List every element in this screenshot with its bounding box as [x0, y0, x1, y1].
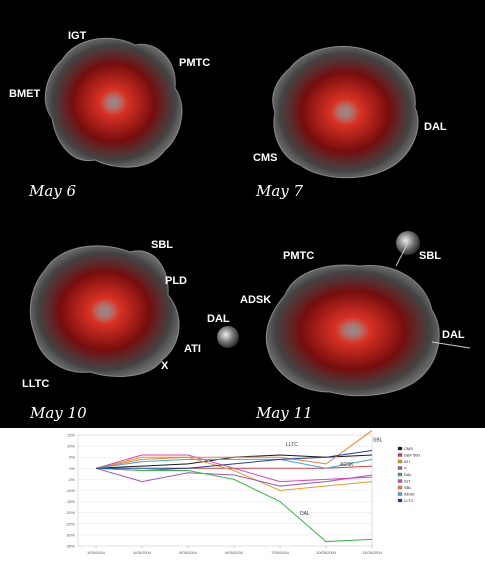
ticker-label: SBL: [151, 239, 173, 251]
legend-swatch: [397, 492, 403, 496]
legend-entry: S&P 500: [404, 453, 420, 458]
series-annotation: SBL: [373, 438, 383, 444]
panel-may-10: SBL PLD DAL ATI X LLTC May 10: [22, 239, 239, 422]
x-tick-label: 3/05/2004: [87, 550, 106, 555]
ticker-label: DAL: [424, 121, 447, 133]
series-annotation: ADSK: [340, 462, 354, 468]
cluster-blob: [29, 245, 180, 377]
ticker-label: BMET: [9, 88, 40, 100]
panel-may-6: IGT PMTC BMET May 6: [9, 30, 210, 200]
panel-date-label: May 6: [28, 182, 77, 200]
chart-grid: [77, 434, 373, 547]
y-tick-label: 5%: [69, 455, 75, 460]
panel-date-label: May 10: [29, 404, 87, 422]
legend-swatch: [397, 453, 403, 457]
cluster-blob: [265, 264, 440, 397]
ticker-label: DAL: [442, 329, 465, 341]
chart-axes: 15% 10% 5% 0% -5% -10% -15% -20% -25% -30% -35% 3/0…: [66, 433, 383, 556]
y-tick-label: -15%: [66, 499, 76, 504]
ticker-label: DAL: [207, 313, 230, 325]
ticker-label: PLD: [165, 275, 187, 287]
chart-annotations: LLTC SBL ADSK DAL: [286, 438, 383, 517]
x-tick-label: 6/05/2004: [225, 550, 244, 555]
outlier-node: [217, 326, 239, 348]
x-tick-label: 7/05/2004: [271, 550, 290, 555]
ticker-label: IGT: [68, 30, 87, 42]
ticker-label: X: [161, 360, 169, 372]
legend-swatch: [397, 472, 403, 477]
line-chart-panel: 15% 10% 5% 0% -5% -10% -15% -20% -25% -30% -35% 3/0…: [0, 428, 485, 561]
x-tick-label: 5/05/2004: [179, 550, 198, 555]
x-tick-label: 11/05/2004: [362, 550, 382, 555]
series-line-lltc: [96, 450, 373, 469]
cluster-blob: [272, 45, 419, 179]
link-line: [431, 341, 471, 349]
y-tick-label: -25%: [66, 521, 76, 526]
series-annotation: DAL: [300, 511, 310, 517]
cluster-visualization-panel: IGT PMTC BMET May 6 DAL CMS May 7 SBL PL…: [0, 0, 485, 428]
legend-swatch: [397, 446, 403, 451]
ticker-label: ADSK: [240, 294, 271, 306]
legend-swatch: [397, 485, 403, 490]
y-tick-label: 10%: [67, 444, 75, 449]
y-tick-label: -35%: [66, 544, 76, 549]
cluster-blob: [44, 37, 183, 168]
ticker-label: LLTC: [22, 378, 49, 390]
ticker-label: SBL: [419, 250, 441, 262]
series-line-igt: [95, 454, 373, 483]
ticker-label: CMS: [253, 152, 277, 164]
series-annotation: LLTC: [286, 442, 298, 448]
series-line-dal: [95, 467, 373, 543]
legend-swatch: [397, 459, 403, 464]
legend-entry: ADSK: [404, 492, 415, 497]
legend-entry: LLTC: [404, 498, 414, 503]
legend-entry: IGT: [404, 479, 411, 484]
y-tick-label: 15%: [67, 433, 75, 438]
y-tick-label: -5%: [68, 477, 76, 482]
ticker-label: PMTC: [283, 250, 314, 262]
x-tick-label: 4/05/2004: [133, 550, 152, 555]
panel-date-label: May 7: [255, 182, 304, 200]
legend-entry: ATI: [404, 459, 410, 464]
series-line-x: [95, 467, 373, 487]
chart-series: [95, 430, 373, 543]
stock-line-chart: 15% 10% 5% 0% -5% -10% -15% -20% -25% -30% -35% 3/0…: [66, 430, 420, 556]
legend-entry: X: [404, 466, 407, 471]
ticker-label: ATI: [184, 343, 201, 355]
series-line-sbl: [95, 430, 373, 469]
y-tick-label: -20%: [66, 510, 76, 515]
panel-date-label: May 11: [255, 404, 313, 422]
series-line-adsk: [95, 458, 373, 469]
y-tick-label: -10%: [66, 488, 76, 493]
series-line-ati: [95, 456, 373, 492]
legend-entry: CMS: [404, 446, 413, 451]
legend-swatch: [397, 498, 403, 503]
link-line: [395, 242, 409, 267]
panel-may-7: DAL CMS May 7: [253, 45, 447, 200]
legend-swatch: [397, 466, 403, 470]
x-tick-label: 10/05/2004: [316, 550, 337, 555]
y-tick-label: 0%: [69, 466, 75, 471]
legend-entry: SBL: [404, 485, 412, 490]
legend-entry: DAL: [404, 472, 413, 477]
cluster-visualization: IGT PMTC BMET May 6 DAL CMS May 7 SBL PL…: [9, 30, 471, 422]
ticker-label: PMTC: [179, 57, 210, 69]
panel-may-11: PMTC SBL ADSK DAL May 11: [240, 231, 471, 422]
legend-swatch: [397, 479, 403, 483]
y-tick-label: -30%: [66, 532, 76, 537]
